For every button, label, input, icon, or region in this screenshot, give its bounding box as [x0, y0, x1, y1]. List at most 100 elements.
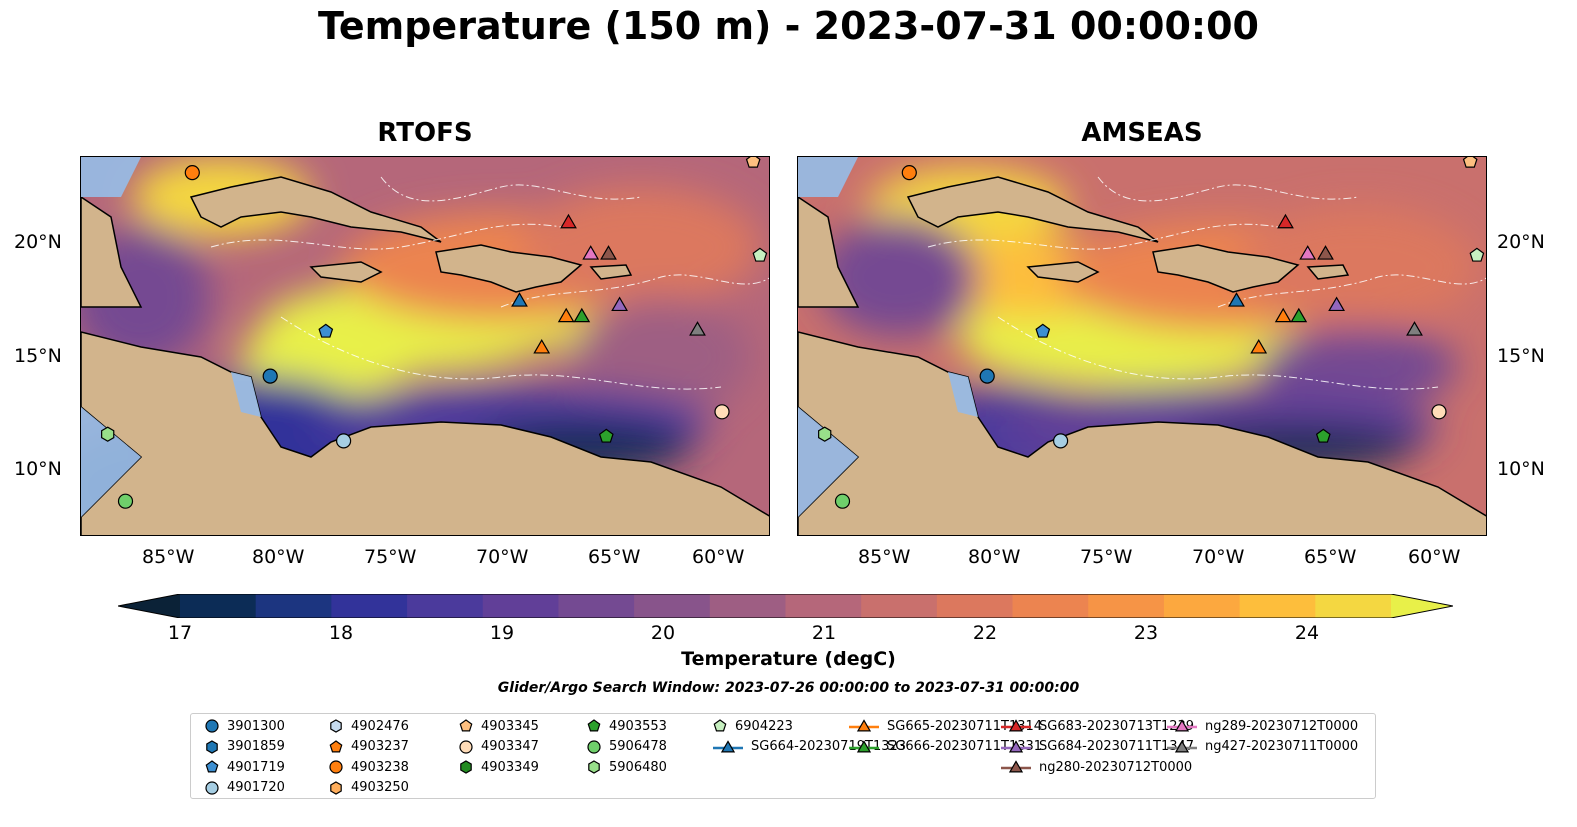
colorbar-segment — [331, 594, 408, 618]
observation-marker — [318, 323, 334, 338]
colorbar-segment — [936, 594, 1014, 618]
legend-item: 5906480 — [587, 759, 667, 775]
map-markers — [818, 157, 1485, 509]
observation-marker — [1469, 247, 1485, 262]
observation-marker — [1317, 245, 1334, 260]
land-masses — [81, 176, 769, 535]
panel-title-rtofs: RTOFS — [377, 118, 473, 148]
observation-marker — [262, 368, 278, 384]
legend-label: 6904223 — [735, 718, 793, 734]
observation-marker — [101, 426, 115, 442]
lon-tick-right-65: 65°W — [1304, 546, 1357, 568]
lon-tick-right-85: 85°W — [858, 546, 911, 568]
observation-marker — [184, 165, 200, 181]
legend-label: SG666-20230711T1331 — [887, 739, 1043, 754]
legend-label: SG684-20230711T1347 — [1039, 739, 1195, 754]
observation-marker — [745, 157, 761, 168]
observation-marker — [573, 307, 591, 323]
observation-marker — [1053, 433, 1069, 449]
lat-tick-left-20: 20°N — [14, 231, 62, 253]
legend-item: SG666-20230711T1331 — [849, 739, 1042, 755]
map-panel-rtofs — [80, 156, 770, 536]
colorbar-segment — [558, 594, 635, 618]
colorbar-tick-19: 19 — [489, 622, 515, 644]
legend-item: 4901719 — [205, 759, 285, 775]
legend-item: 4903347 — [459, 739, 539, 755]
legend-item: 4903553 — [587, 718, 667, 734]
lon-tick-left-70: 70°W — [476, 546, 529, 568]
observation-marker — [1035, 323, 1051, 338]
legend-marker-icon — [1001, 760, 1031, 773]
observation-marker — [117, 493, 134, 509]
lon-tick-left-85: 85°W — [142, 546, 195, 568]
legend-label: 4903345 — [481, 718, 539, 734]
observation-marker — [600, 245, 617, 260]
legend-label: 4902476 — [351, 718, 409, 734]
observation-marker — [1274, 307, 1292, 323]
observation-marker — [1299, 245, 1317, 260]
observation-marker — [1406, 321, 1423, 336]
observation-marker — [598, 428, 614, 443]
observation-marker — [336, 433, 352, 449]
lon-tick-left-60: 60°W — [692, 546, 745, 568]
legend-label: SG683-20230713T1239 — [1039, 718, 1195, 734]
legend-label: 4901719 — [227, 759, 285, 775]
legend-marker-icon — [713, 719, 727, 732]
colorbar-segment — [634, 594, 711, 618]
legend-item: 5906478 — [587, 739, 667, 755]
observation-marker — [834, 493, 851, 509]
legend-item: ng289-20230712T0000 — [1167, 718, 1358, 734]
bathymetry-shelf — [798, 157, 978, 517]
legend-item: 3901300 — [205, 718, 285, 734]
legend-label: ng280-20230712T0000 — [1039, 759, 1193, 775]
lat-tick-right-20: 20°N — [1497, 231, 1545, 253]
colorbar-extend-low — [118, 594, 180, 618]
legend-marker-icon — [459, 719, 473, 732]
legend-marker-icon — [1001, 739, 1031, 753]
lat-tick-left-15: 15°N — [14, 345, 62, 367]
observation-marker — [901, 165, 917, 181]
colorbar-tick-21: 21 — [811, 622, 837, 644]
figure-title: Temperature (150 m) - 2023-07-31 00:00:0… — [317, 4, 1259, 48]
legend-item: 4903349 — [459, 759, 539, 775]
colorbar-segment — [255, 594, 332, 618]
observation-marker — [818, 426, 832, 442]
legend-item: 6904223 — [713, 718, 793, 734]
observation-marker — [1328, 296, 1345, 312]
legend-item: SG684-20230711T1347 — [1001, 739, 1194, 755]
legend-label: 4903347 — [481, 739, 539, 754]
legend-item: 3901859 — [205, 739, 285, 755]
observation-marker — [979, 368, 995, 384]
colorbar-tick-20: 20 — [650, 622, 676, 644]
observation-marker — [1462, 157, 1478, 168]
legend-label: 4903349 — [481, 759, 539, 775]
colorbar-segment — [407, 594, 484, 618]
legend-item: 4903250 — [329, 780, 409, 796]
legend-label: 4901720 — [227, 780, 285, 795]
legend-label: 3901300 — [227, 718, 285, 734]
amseas-map-canvas — [798, 157, 1486, 535]
legend: 3901300 3901859 4901719 4901720 4902476 49032… — [190, 713, 1376, 799]
map-panel-amseas — [797, 156, 1487, 536]
legend-item: 4901720 — [205, 780, 285, 796]
lon-tick-right-70: 70°W — [1192, 546, 1245, 568]
legend-marker-icon — [459, 739, 473, 754]
legend-label: ng427-20230711T0000 — [1205, 739, 1359, 754]
observation-marker — [752, 247, 768, 262]
legend-label: 4903553 — [609, 718, 667, 734]
legend-marker-icon — [849, 739, 879, 753]
legend-marker-icon — [205, 760, 219, 773]
legend-item: 4903345 — [459, 718, 539, 734]
legend-marker-icon — [1167, 719, 1197, 732]
legend-marker-icon — [330, 780, 342, 795]
observation-marker — [714, 404, 730, 420]
observation-marker — [689, 321, 706, 336]
legend-marker-icon — [587, 739, 601, 754]
colorbar — [117, 593, 1454, 619]
lat-tick-left-10: 10°N — [14, 458, 62, 480]
colorbar-segment — [482, 594, 559, 618]
legend-item: 4903238 — [329, 759, 409, 775]
observation-marker — [1315, 428, 1331, 443]
colorbar-segment — [785, 594, 862, 618]
observation-marker — [611, 296, 628, 312]
